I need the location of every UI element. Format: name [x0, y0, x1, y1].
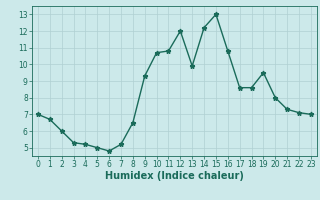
X-axis label: Humidex (Indice chaleur): Humidex (Indice chaleur) — [105, 171, 244, 181]
